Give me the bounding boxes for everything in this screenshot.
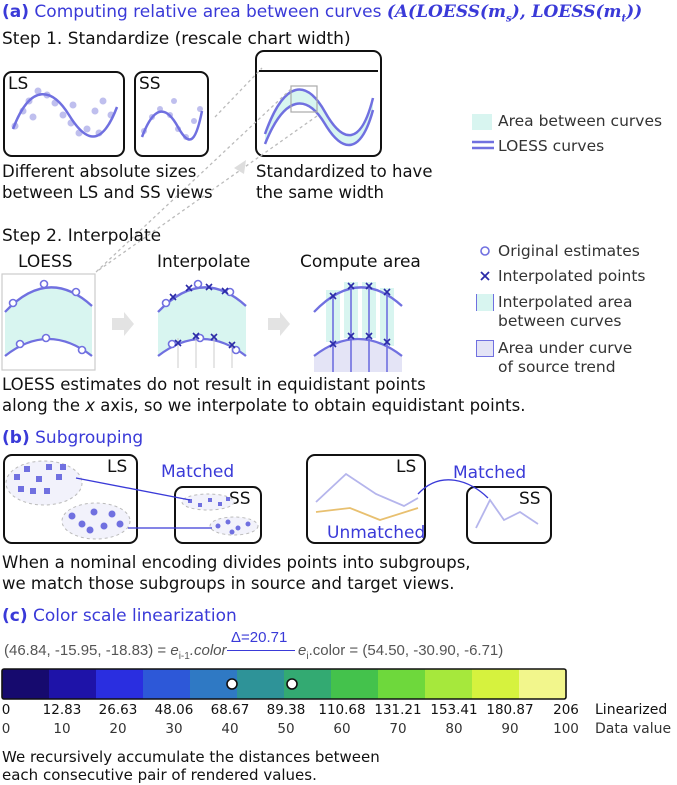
color-cell (331, 669, 379, 699)
legend-interp-area-swatch (476, 294, 494, 311)
linearized-tick: 110.68 (318, 702, 366, 718)
panel-loess (1, 273, 96, 371)
legend-area-label: Area between curves (498, 112, 663, 130)
linearized-tick: 68.67 (210, 702, 250, 718)
delta-label: Δ=20.71 (231, 629, 288, 646)
color-right-value: ei.color = (54.50, -30.90, -6.71) (298, 642, 504, 662)
color-cell (378, 669, 426, 699)
panel-loess-label: LOESS (18, 252, 73, 272)
legend-loess-swatch (472, 140, 494, 150)
b-ss-line-box (466, 486, 552, 544)
interpolation-panels (1, 273, 403, 372)
data-value-tick: 80 (445, 721, 463, 737)
legend-loess-label: LOESS curves (498, 137, 605, 155)
step1-title: Step 1. Standardize (rescale chart width… (2, 29, 351, 49)
legend-under-label: Area under curve of source trend (498, 339, 633, 376)
linearized-tick: 26.63 (98, 702, 138, 718)
b-scatter-left (5, 460, 259, 540)
data-value-tick: 70 (389, 721, 407, 737)
linearized-tick: 153.41 (430, 702, 478, 718)
linearized-tick: 12.83 (42, 702, 82, 718)
ss-scatter (140, 98, 204, 141)
caption-step2: LOESS estimates do not result in equidis… (2, 375, 526, 415)
standardized-inner-line (259, 70, 378, 72)
data-value-tick: 10 (53, 721, 71, 737)
color-cell (143, 669, 191, 699)
caption-right: Standardized to have the same width (256, 162, 433, 202)
caption-left: Different absolute sizes between LS and … (2, 162, 213, 202)
linearized-tick: 89.38 (266, 702, 306, 718)
linearized-tick: 48.06 (154, 702, 194, 718)
section-a-title: (a) Computing relative area between curv… (2, 2, 643, 25)
b-ss-label: SS (229, 489, 251, 509)
panel-interpolate (157, 279, 247, 368)
data-value-tick: 40 (221, 721, 239, 737)
b-unmatched-label: Unmatched (327, 523, 426, 543)
b-ls-label: LS (107, 457, 128, 477)
ss-label: SS (139, 74, 161, 94)
color-left-value: (46.84, -15.95, -18.83) = ei-1.color (4, 642, 227, 662)
legend-original-icon (480, 246, 490, 256)
standardized-curves (263, 85, 375, 146)
data-value-tick: 100 (553, 721, 579, 737)
color-scale (1, 668, 567, 700)
linearized-tick: 206 (553, 702, 579, 718)
legend-interpolated-label: Interpolated points (498, 267, 646, 285)
panel-interpolate-label: Interpolate (157, 252, 251, 272)
section-c-title: (c) Color scale linearization (2, 606, 237, 626)
b-ls-line-box (306, 454, 426, 544)
panel-compute-label: Compute area (300, 252, 421, 272)
color-cell (519, 669, 567, 699)
data-value-tick: 0 (1, 721, 11, 737)
data-value-tick: 50 (277, 721, 295, 737)
linearized-label: Linearized (595, 702, 668, 718)
data-value-tick: 90 (501, 721, 519, 737)
color-cell (237, 669, 285, 699)
caption-c: We recursively accumulate the distances … (2, 748, 380, 784)
delta-line (227, 650, 295, 651)
b-ss-line-label: SS (519, 489, 541, 509)
data-value-tick: 30 (165, 721, 183, 737)
ls-scatter (11, 87, 119, 138)
data-value-tick: 60 (333, 721, 351, 737)
section-b-title: (b) Subgrouping (2, 428, 144, 448)
legend-area-swatch (472, 114, 492, 130)
legend-interpolated-icon (480, 271, 490, 281)
b-lines-right (315, 472, 539, 529)
legend-original-label: Original estimates (498, 242, 640, 260)
caption-b: When a nominal encoding divides points i… (2, 553, 471, 593)
color-cell (2, 669, 50, 699)
linearized-tick: 180.87 (486, 702, 534, 718)
b-matched-label-1: Matched (161, 462, 235, 482)
linearized-tick: 131.21 (374, 702, 422, 718)
data-value-label: Data value (595, 721, 672, 737)
color-cell (472, 669, 520, 699)
b-matched-label-2: Matched (453, 463, 527, 483)
legend-interp-area-label: Interpolated area between curves (498, 293, 633, 330)
b-ls-line-label: LS (396, 457, 417, 477)
data-value-tick: 20 (109, 721, 127, 737)
linearized-tick: 0 (1, 702, 11, 718)
color-cell (425, 669, 473, 699)
panel-compute (313, 282, 403, 372)
color-cell (49, 669, 97, 699)
step2-title: Step 2. Interpolate (2, 226, 162, 246)
color-cell (96, 669, 144, 699)
ls-label: LS (8, 74, 29, 94)
legend-under-swatch (476, 340, 494, 357)
